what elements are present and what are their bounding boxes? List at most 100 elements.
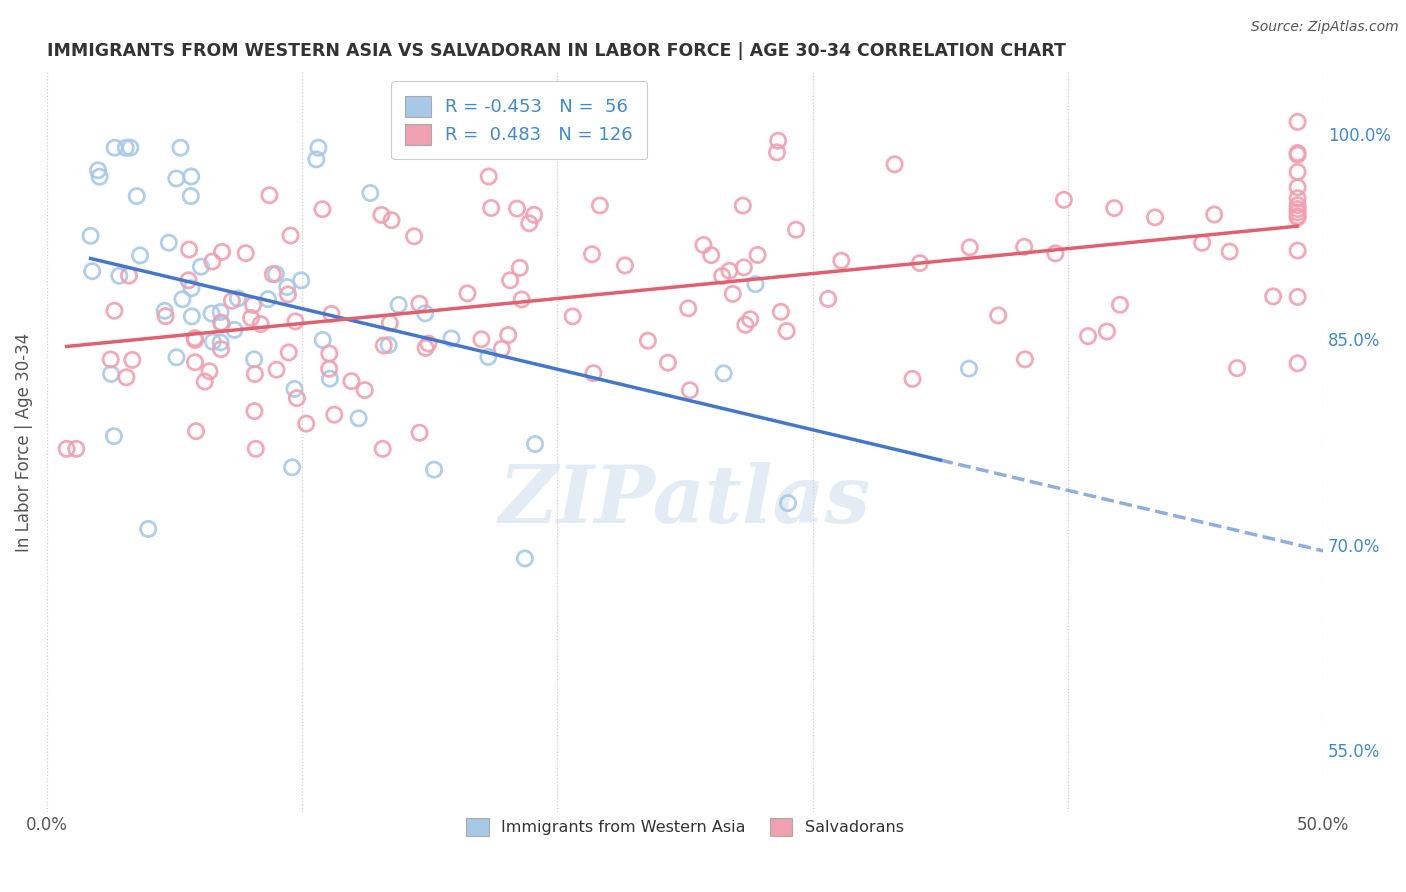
Point bbox=[901, 372, 924, 386]
Point bbox=[496, 328, 519, 343]
Point bbox=[1286, 146, 1309, 161]
Point bbox=[517, 216, 540, 230]
Point bbox=[456, 286, 478, 301]
Point bbox=[318, 361, 340, 376]
Point bbox=[817, 292, 839, 306]
Point bbox=[883, 157, 905, 171]
Point bbox=[281, 460, 304, 475]
Point bbox=[1286, 290, 1309, 304]
Point bbox=[311, 202, 333, 217]
Point bbox=[125, 189, 148, 203]
Point bbox=[713, 367, 735, 381]
Point bbox=[776, 324, 799, 338]
Point bbox=[830, 253, 852, 268]
Point bbox=[408, 425, 430, 440]
Point bbox=[740, 312, 762, 326]
Point bbox=[380, 213, 402, 227]
Point bbox=[957, 361, 980, 376]
Point bbox=[87, 163, 110, 178]
Point bbox=[353, 383, 375, 397]
Point bbox=[115, 370, 138, 384]
Point bbox=[312, 333, 335, 347]
Point bbox=[280, 228, 302, 243]
Point bbox=[242, 298, 264, 312]
Point bbox=[180, 281, 202, 295]
Point bbox=[747, 248, 769, 262]
Point bbox=[108, 268, 131, 283]
Point bbox=[249, 317, 271, 331]
Point bbox=[165, 171, 187, 186]
Point bbox=[479, 201, 502, 215]
Point bbox=[1053, 193, 1076, 207]
Point bbox=[184, 424, 207, 438]
Point bbox=[1286, 198, 1309, 212]
Point bbox=[769, 305, 792, 319]
Point bbox=[637, 334, 659, 348]
Point bbox=[283, 382, 305, 396]
Point bbox=[103, 429, 125, 443]
Point bbox=[718, 264, 741, 278]
Point bbox=[295, 417, 318, 431]
Point bbox=[734, 318, 756, 332]
Point bbox=[766, 145, 789, 160]
Point bbox=[323, 408, 346, 422]
Point bbox=[581, 247, 603, 261]
Point bbox=[184, 333, 207, 347]
Point bbox=[1109, 298, 1132, 312]
Point bbox=[211, 244, 233, 259]
Point bbox=[1286, 147, 1309, 161]
Point bbox=[257, 292, 280, 306]
Point bbox=[201, 334, 224, 349]
Point bbox=[1286, 205, 1309, 219]
Point bbox=[209, 316, 232, 330]
Point bbox=[576, 115, 599, 129]
Point bbox=[82, 264, 104, 278]
Point bbox=[1144, 211, 1167, 225]
Point bbox=[700, 248, 723, 262]
Point bbox=[183, 331, 205, 345]
Point bbox=[776, 496, 799, 510]
Point bbox=[1012, 240, 1035, 254]
Point bbox=[423, 462, 446, 476]
Point bbox=[243, 352, 266, 367]
Point bbox=[679, 384, 702, 398]
Point bbox=[262, 267, 284, 281]
Point bbox=[65, 442, 87, 456]
Point bbox=[347, 411, 370, 425]
Text: IMMIGRANTS FROM WESTERN ASIA VS SALVADORAN IN LABOR FORCE | AGE 30-34 CORRELATIO: IMMIGRANTS FROM WESTERN ASIA VS SALVADOR… bbox=[46, 42, 1066, 60]
Point bbox=[284, 314, 307, 328]
Point bbox=[470, 332, 492, 346]
Point bbox=[987, 309, 1010, 323]
Point bbox=[177, 273, 200, 287]
Point bbox=[194, 375, 217, 389]
Point bbox=[319, 372, 342, 386]
Point bbox=[1286, 209, 1309, 223]
Point bbox=[1286, 356, 1309, 370]
Point bbox=[499, 273, 522, 287]
Point bbox=[731, 199, 754, 213]
Point bbox=[1045, 246, 1067, 260]
Point bbox=[418, 336, 440, 351]
Point bbox=[100, 367, 122, 381]
Point bbox=[155, 309, 177, 323]
Point bbox=[509, 260, 531, 275]
Point bbox=[506, 202, 529, 216]
Point bbox=[224, 323, 246, 337]
Point bbox=[1095, 325, 1118, 339]
Point bbox=[276, 280, 298, 294]
Point bbox=[153, 303, 176, 318]
Point bbox=[371, 442, 394, 456]
Point bbox=[169, 141, 191, 155]
Point bbox=[89, 169, 111, 184]
Point bbox=[413, 306, 436, 320]
Point bbox=[290, 273, 312, 287]
Point bbox=[678, 301, 700, 316]
Point bbox=[1191, 235, 1213, 250]
Point bbox=[198, 364, 221, 378]
Text: ZIPatlas: ZIPatlas bbox=[499, 462, 872, 540]
Point bbox=[103, 141, 125, 155]
Point bbox=[1104, 201, 1126, 215]
Point bbox=[359, 186, 381, 200]
Point bbox=[318, 346, 340, 360]
Point bbox=[491, 342, 513, 356]
